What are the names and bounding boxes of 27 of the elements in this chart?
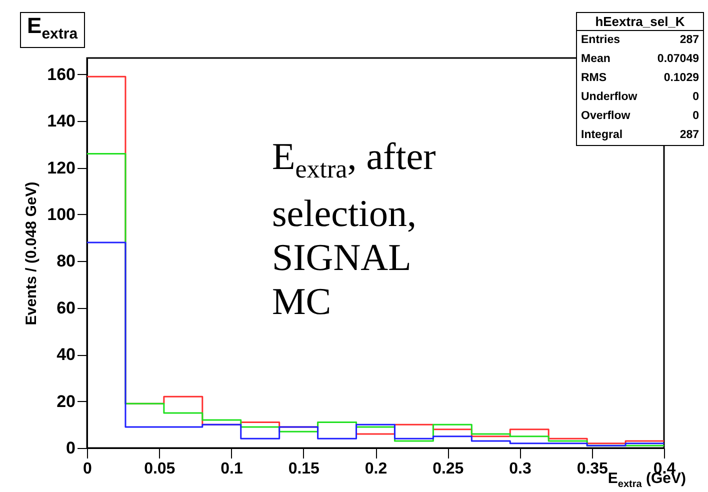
y-tick-label: 80	[56, 252, 76, 271]
text: Mean 0.07049	[581, 53, 699, 65]
chart-title: E$_{extra}$	[20, 12, 85, 48]
x-tick-label: 0.35	[576, 460, 608, 478]
x-tick-label: 0.15	[288, 460, 320, 478]
x-tick-label: 0.05	[144, 460, 176, 478]
x-tick-label: 0.25	[432, 460, 464, 478]
annotation: E$_{extra}$, after selection, SIGNAL MC	[272, 135, 437, 324]
text: Underflow 0	[581, 91, 699, 103]
text: Entries 287	[581, 34, 699, 46]
y-tick-label: 40	[56, 345, 76, 364]
y-tick-label: 120	[47, 158, 76, 178]
x-tick-label: 0.3	[509, 460, 532, 478]
y-tick-label: 100	[47, 204, 76, 224]
y-tick-label: 0	[66, 438, 76, 458]
x-tick-label: 0	[83, 460, 92, 478]
x-tick-label: 0.2	[364, 460, 388, 478]
y-tick-label: 140	[47, 112, 76, 131]
y-tick-label: 160	[47, 64, 76, 84]
text: Overflow 0	[581, 110, 699, 122]
x-tick-label: 0.1	[220, 460, 243, 478]
text: hEextra_sel_K	[577, 13, 703, 31]
y-tick-label: 60	[56, 298, 76, 318]
y-tick-label: 20	[56, 392, 76, 411]
text: Integral 287	[581, 129, 699, 141]
y-axis-title: Events / (0.048 GeV)	[23, 182, 40, 326]
text: RMS 0.1029	[581, 72, 699, 84]
